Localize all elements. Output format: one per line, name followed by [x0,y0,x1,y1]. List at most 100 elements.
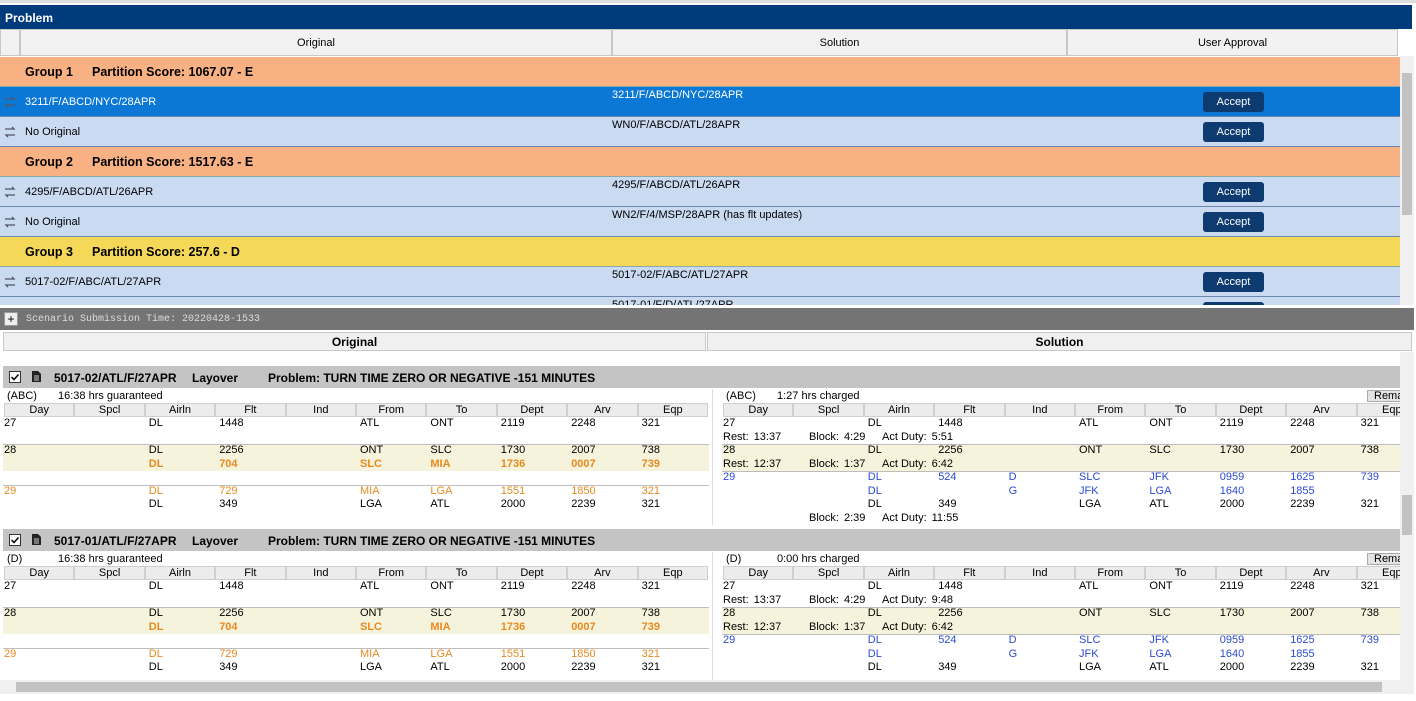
note-value: 1:37 [843,457,866,470]
leg-column-header: To [1145,566,1216,580]
note-label: Act Duty: [882,457,927,470]
leg-column-header: Spcl [793,566,864,580]
leg-dept: 0959 [1219,471,1245,483]
leg-airln: DL [867,444,882,456]
leg-dept: 1730 [500,444,526,456]
leg-airln: DL [867,580,882,592]
side-summary: 16:38 hrs guaranteed [58,553,163,565]
leg-airln: DL [148,457,164,470]
leg-flt: 2256 [219,444,244,456]
leg-flt: 1448 [938,417,963,429]
day: 27 [4,580,17,592]
leg-dept: 2000 [1219,498,1245,510]
side-summary: 0:00 hrs charged [777,553,860,565]
leg-from: ATL [360,417,380,429]
accept-button[interactable]: Accept [1203,92,1264,112]
group-row: Group 3 Partition Score: 257.6 - D [0,237,1400,267]
leg-arv: 1855 [1290,484,1315,497]
original-text: No Original [25,216,81,228]
expand-toggle[interactable]: + [4,312,18,326]
note-label: Block: [809,620,839,633]
approval-row[interactable]: 4295/F/ABCD/ATL/26APR 4295/F/ABCD/ATL/26A… [0,177,1400,207]
note-label: Rest: [723,430,749,443]
accept-button[interactable] [1203,302,1264,305]
leg-ind: G [1008,647,1018,660]
note-value: 13:37 [753,430,782,443]
group-name: Group 1 [25,65,73,79]
doc-icon [31,533,42,546]
day-band [722,444,1400,471]
note: Rest: 12:37 [723,621,781,633]
note-label: Rest: [723,593,749,606]
note-value: 2:39 [843,511,866,524]
side-code: (ABC) [726,390,756,402]
accept-button[interactable]: Accept [1203,122,1264,142]
remarks-button[interactable]: Rema [1367,553,1400,565]
leg-to: SLC [430,607,452,619]
note-value: 9:48 [931,593,954,606]
leg-arv: 2239 [1290,661,1315,673]
leg-arv: 1625 [1290,471,1315,483]
leg-column-header: Ind [285,403,356,417]
leg-to: JFK [1149,471,1169,483]
approval-row[interactable]: 5017-02/F/ABC/ATL/27APR 5017-02/F/ABC/ATL… [0,267,1400,297]
leg-column-header: Dept [1215,403,1287,417]
leg-flt: 349 [219,498,238,510]
leg-column-header: Eqp [637,566,708,580]
leg-to: LGA [430,484,453,497]
leg-airln: DL [148,620,164,633]
leg-column-header: Spcl [793,403,864,417]
leg-to: SLC [430,444,452,456]
leg-flt: 1448 [219,417,244,429]
approval-row[interactable]: No Original WN0/F/ABCD/ATL/28APR Accept [0,117,1400,147]
leg-airln: DL [148,661,163,673]
leg-from: ATL [360,580,380,592]
leg-eqp: 739 [641,620,660,633]
leg-flt: 1448 [219,580,244,592]
note-value: 12:37 [753,457,782,470]
group-row: Group 1 Partition Score: 1067.07 - E [0,57,1400,87]
title-bar: Problem [0,5,1412,29]
leg-eqp: 321 [641,580,660,592]
approval-row[interactable]: 5017-01/F/D/ATL/27APR [0,297,1400,305]
leg-eqp: 739 [1360,634,1379,646]
accept-button[interactable]: Accept [1203,182,1264,202]
approval-row[interactable]: No Original WN2/F/4/MSP/28APR (has flt up… [0,207,1400,237]
leg-eqp: 321 [641,484,660,497]
leg-column-header: Day [4,566,75,580]
leg-from: JFK [1079,484,1099,497]
leg-flt: 524 [938,471,957,483]
leg-from: SLC [1079,634,1101,646]
scenario-label: Scenario Submission Time: 20220428-1533 [26,314,261,325]
note: Act Duty: 11:55 [882,512,958,524]
section-problem: Problem: TURN TIME ZERO OR NEGATIVE -151… [268,371,596,385]
leg-arv: 1855 [1290,647,1315,660]
leg-column-header: Flt [215,566,286,580]
leg-column-header: Airln [863,403,935,417]
checkbox [9,371,21,383]
scenario-bar: + Scenario Submission Time: 20220428-1533 [0,308,1414,330]
column-header: User Approval [1067,29,1398,56]
note-label: Act Duty: [882,511,927,524]
approval-row[interactable]: 3211/F/ABCD/NYC/28APR 3211/F/ABCD/NYC/28A… [0,87,1400,117]
row-icon [3,216,17,228]
leg-column-header: To [1145,403,1216,417]
accept-button[interactable]: Accept [1203,212,1264,232]
leg-flt: 2256 [219,607,244,619]
note: Block: 1:37 [809,458,865,470]
side-summary: 16:38 hrs guaranteed [58,390,163,402]
leg-column-header: Ind [285,566,356,580]
accept-button[interactable]: Accept [1203,272,1264,292]
section-kind: Layover [192,534,239,548]
day: 28 [723,444,736,456]
leg-dept: 1640 [1219,484,1245,497]
row-icon [3,96,17,108]
day: 28 [4,607,17,619]
remarks-button[interactable]: Rema [1367,390,1400,402]
note-label: Rest: [723,620,749,633]
checkbox [9,534,21,546]
original-text: 5017-02/F/ABC/ATL/27APR [25,276,162,288]
leg-eqp: 738 [641,444,660,456]
leg-dept: 2119 [500,580,525,592]
